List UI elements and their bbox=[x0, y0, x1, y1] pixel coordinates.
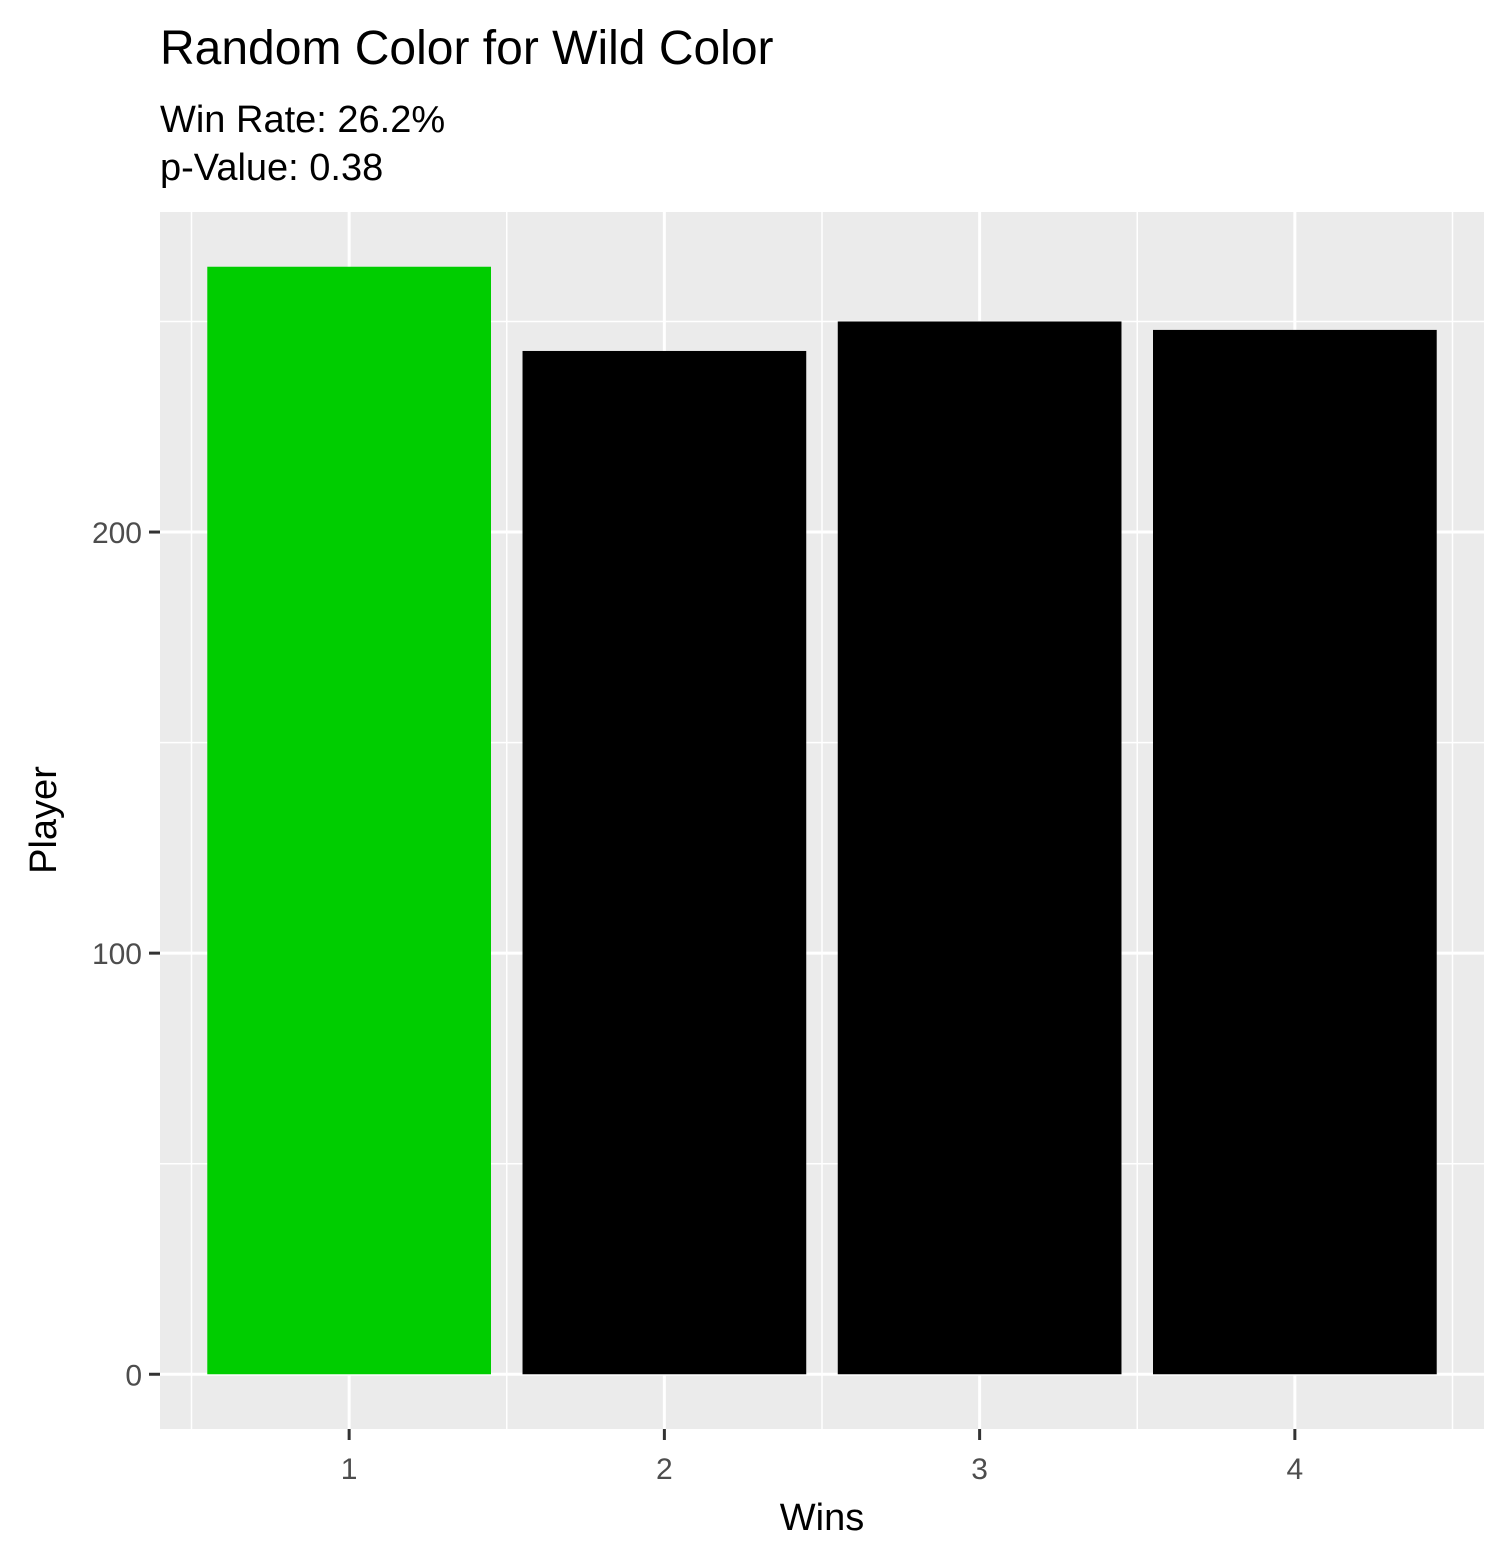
chart-title: Random Color for Wild Color bbox=[160, 22, 774, 75]
x-axis: 1 2 3 4 bbox=[341, 1429, 1303, 1486]
x-tick-label-2: 3 bbox=[971, 1453, 988, 1486]
bar-wins-3 bbox=[837, 321, 1122, 1375]
chart-subtitle-line-2: p-Value: 0.38 bbox=[160, 147, 383, 189]
bar-wins-1 bbox=[207, 266, 492, 1375]
y-tick-label-2: 200 bbox=[92, 517, 142, 550]
y-axis-title: Player bbox=[23, 766, 65, 874]
chart-subtitle-line-1: Win Rate: 26.2% bbox=[160, 99, 445, 141]
bar-wins-2 bbox=[522, 350, 807, 1375]
y-tick-label-0: 0 bbox=[125, 1359, 142, 1392]
bars bbox=[207, 266, 1437, 1375]
x-axis-title: Wins bbox=[780, 1497, 864, 1539]
x-tick-label-3: 4 bbox=[1287, 1453, 1304, 1486]
x-tick-label-0: 1 bbox=[341, 1453, 358, 1486]
bar-wins-4 bbox=[1153, 329, 1437, 1375]
y-tick-label-1: 100 bbox=[92, 938, 142, 971]
x-tick-label-1: 2 bbox=[656, 1453, 673, 1486]
y-axis: 0 100 200 bbox=[92, 517, 160, 1392]
